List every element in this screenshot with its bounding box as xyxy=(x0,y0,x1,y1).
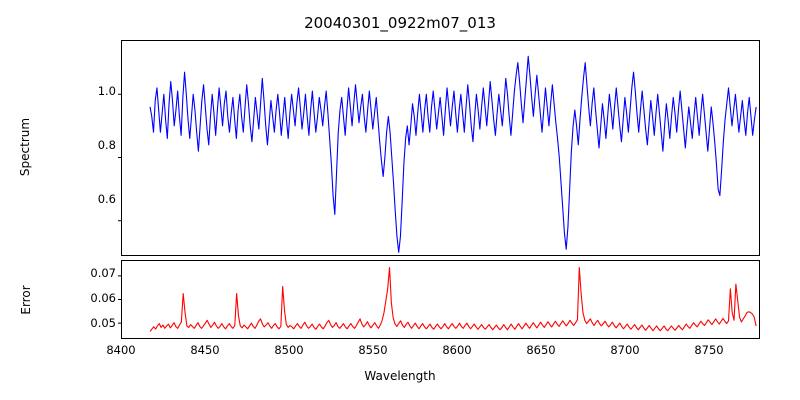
xtick-7: 8750 xyxy=(694,343,724,357)
error-line xyxy=(149,267,757,332)
figure-title: 20040301_0922m07_013 xyxy=(304,14,496,32)
error-ytick-2: 0.06 xyxy=(90,291,116,305)
spectrum-ytick-2: 0.8 xyxy=(97,138,116,152)
xtick-5: 8650 xyxy=(526,343,556,357)
spectrum-tick-marks xyxy=(118,93,122,222)
x-axis-label: Wavelength xyxy=(364,369,436,383)
spectrum-ytick-1: 1.0 xyxy=(97,84,116,98)
spectrum-axes-frame xyxy=(121,40,760,256)
xtick-3: 8550 xyxy=(358,343,388,357)
xtick-6: 8700 xyxy=(610,343,640,357)
xtick-1: 8450 xyxy=(190,343,220,357)
spectrum-ytick-3: 0.6 xyxy=(97,192,116,206)
error-tick-marks xyxy=(118,275,122,324)
xtick-2: 8500 xyxy=(274,343,304,357)
spectrum-line xyxy=(149,55,757,253)
xtick-0: 8400 xyxy=(106,343,136,357)
xtick-4: 8600 xyxy=(442,343,472,357)
error-ytick-3: 0.05 xyxy=(90,316,116,330)
error-ytick-1: 0.07 xyxy=(90,266,116,280)
